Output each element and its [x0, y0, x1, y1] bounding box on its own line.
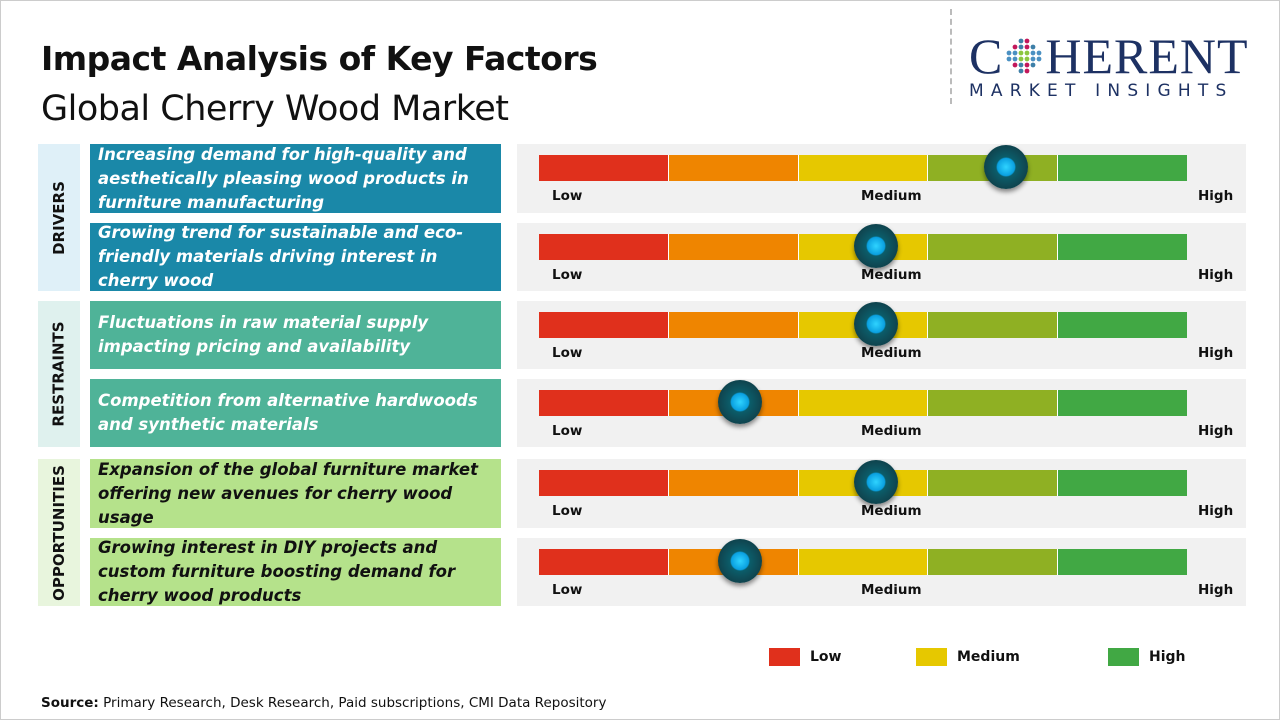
scale-medium-label: Medium [861, 345, 922, 361]
factor-text: Growing trend for sustainable and eco-fr… [98, 223, 464, 290]
impact-gauge: Low Medium High [517, 379, 1246, 447]
scale-medium-label: Medium [861, 188, 922, 204]
logo-word: HERENT [1045, 28, 1249, 84]
legend-high: High [1108, 648, 1186, 666]
scale-low-label: Low [552, 345, 583, 361]
scale-segment [539, 312, 669, 338]
impact-gauge: Low Medium High [517, 301, 1246, 369]
factor-text: Increasing demand for high-quality and a… [98, 144, 469, 212]
logo-subtitle: MARKET INSIGHTS [969, 81, 1234, 101]
scale-segment [539, 234, 669, 260]
scale-high-label: High [1198, 267, 1234, 283]
logo: C HERENT MARKET INSIGHTS [969, 31, 1264, 101]
scale-low-label: Low [552, 423, 583, 439]
scale-low-label: Low [552, 188, 583, 204]
factor-box: Expansion of the global furniture market… [90, 459, 501, 528]
scale-segment [1058, 312, 1187, 338]
scale-segment [1058, 549, 1187, 575]
scale-medium-label: Medium [861, 503, 922, 519]
legend-swatch [1108, 648, 1139, 666]
scale-high-label: High [1198, 345, 1234, 361]
impact-gauge: Low Medium High [517, 144, 1246, 213]
divider [950, 9, 952, 104]
scale-segment [928, 234, 1059, 260]
scale-segment [668, 312, 799, 338]
page-subtitle: Global Cherry Wood Market [41, 89, 509, 129]
scale-segment [798, 155, 929, 181]
scale-medium-label: Medium [861, 582, 922, 598]
factor-box: Fluctuations in raw material supply impa… [90, 301, 501, 369]
factor-box: Growing interest in DIY projects and cus… [90, 538, 501, 606]
scale-segment [539, 390, 669, 416]
legend-medium: Medium [916, 648, 1020, 666]
scale-segment [539, 549, 669, 575]
factor-box: Increasing demand for high-quality and a… [90, 144, 501, 213]
legend-label: Medium [957, 649, 1020, 665]
impact-scale-bar [539, 312, 1187, 338]
scale-segment [928, 390, 1059, 416]
category-label: OPPORTUNITIES [50, 464, 68, 601]
scale-medium-label: Medium [861, 267, 922, 283]
scale-segment [798, 390, 929, 416]
legend-low: Low [769, 648, 841, 666]
legend-label: High [1149, 649, 1186, 665]
impact-scale-bar [539, 549, 1187, 575]
impact-scale-bar [539, 155, 1187, 181]
legend-swatch [916, 648, 947, 666]
scale-high-label: High [1198, 582, 1234, 598]
scale-segment [1058, 234, 1187, 260]
impact-indicator-knob [853, 224, 898, 268]
impact-indicator-knob [717, 539, 762, 583]
impact-indicator-knob [983, 145, 1028, 189]
scale-segment [928, 549, 1059, 575]
source-label: Source: [41, 695, 99, 711]
impact-gauge: Low Medium High [517, 538, 1246, 606]
factor-text: Expansion of the global furniture market… [98, 459, 478, 527]
impact-gauge: Low Medium High [517, 459, 1246, 528]
scale-segment [668, 234, 799, 260]
scale-low-label: Low [552, 267, 583, 283]
scale-segment [928, 470, 1059, 496]
factor-text: Growing interest in DIY projects and cus… [98, 538, 456, 605]
scale-segment [539, 155, 669, 181]
impact-scale-bar [539, 390, 1187, 416]
impact-indicator-knob [853, 302, 898, 346]
legend-label: Low [810, 649, 842, 665]
scale-low-label: Low [552, 582, 583, 598]
scale-segment [1058, 470, 1187, 496]
scale-segment [668, 470, 799, 496]
legend-swatch [769, 648, 800, 666]
factor-text: Competition from alternative hardwoods a… [98, 391, 478, 434]
source-note: Source: Primary Research, Desk Research,… [41, 695, 606, 711]
impact-indicator-knob [717, 380, 762, 424]
impact-gauge: Low Medium High [517, 223, 1246, 291]
scale-segment [798, 549, 929, 575]
category-opportunities: OPPORTUNITIES [38, 459, 80, 606]
category-label: DRIVERS [50, 180, 69, 255]
factor-text: Fluctuations in raw material supply impa… [98, 313, 429, 356]
category-drivers: DRIVERS [38, 144, 80, 291]
page-title: Impact Analysis of Key Factors [41, 39, 598, 78]
scale-high-label: High [1198, 503, 1234, 519]
scale-low-label: Low [552, 503, 583, 519]
scale-segment [668, 155, 799, 181]
factor-box: Competition from alternative hardwoods a… [90, 379, 501, 447]
scale-high-label: High [1198, 188, 1234, 204]
scale-medium-label: Medium [861, 423, 922, 439]
scale-segment [1058, 155, 1187, 181]
logo-letter: C [969, 28, 1004, 84]
scale-segment [928, 312, 1059, 338]
globe-icon [1006, 38, 1042, 74]
factor-box: Growing trend for sustainable and eco-fr… [90, 223, 501, 291]
category-restraints: RESTRAINTS [38, 301, 80, 447]
scale-high-label: High [1198, 423, 1234, 439]
source-text: Primary Research, Desk Research, Paid su… [98, 695, 607, 711]
scale-segment [1058, 390, 1187, 416]
category-label: RESTRAINTS [50, 321, 69, 427]
scale-segment [539, 470, 669, 496]
impact-indicator-knob [853, 460, 898, 504]
